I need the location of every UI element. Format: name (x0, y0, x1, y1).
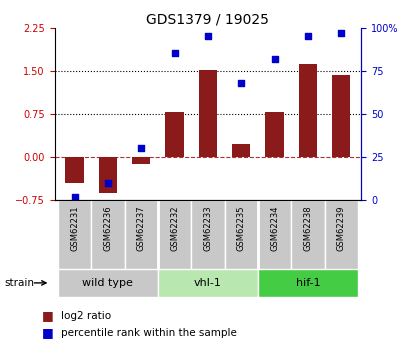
Bar (158, 269, 258, 297)
Text: vhl-1: vhl-1 (194, 278, 222, 288)
Point (171, 51, 178, 56)
Text: ■: ■ (42, 309, 54, 322)
Text: ■: ■ (42, 326, 54, 339)
Bar (299, 64, 317, 157)
Text: GSM62232: GSM62232 (170, 206, 179, 251)
Bar (232, 144, 250, 157)
Point (304, 33, 311, 39)
Point (71, 194, 78, 199)
Text: log2 ratio: log2 ratio (61, 311, 111, 321)
Point (138, 146, 144, 151)
Bar (58, 200, 91, 269)
Text: GSM62234: GSM62234 (270, 206, 279, 251)
Bar (158, 200, 191, 269)
Bar (58, 269, 158, 297)
Bar (258, 200, 291, 269)
Bar (332, 75, 350, 157)
Point (238, 80, 244, 86)
Bar (132, 157, 150, 164)
Bar (165, 112, 184, 157)
Bar (265, 112, 284, 157)
Bar (291, 200, 325, 269)
Point (105, 180, 111, 186)
Text: GSM62239: GSM62239 (337, 206, 346, 251)
Point (338, 30, 344, 36)
Bar (225, 200, 258, 269)
Text: GSM62233: GSM62233 (203, 206, 213, 251)
Bar (125, 200, 158, 269)
Bar (99, 157, 117, 193)
Bar (258, 269, 358, 297)
Bar (199, 70, 217, 157)
Bar (191, 200, 225, 269)
Bar (66, 157, 84, 183)
Text: GSM62238: GSM62238 (303, 206, 312, 251)
Point (271, 56, 278, 61)
Bar (325, 200, 358, 269)
Point (205, 33, 211, 39)
Text: GSM62231: GSM62231 (70, 206, 79, 251)
Text: hif-1: hif-1 (296, 278, 320, 288)
Title: GDS1379 / 19025: GDS1379 / 19025 (147, 12, 269, 27)
Text: percentile rank within the sample: percentile rank within the sample (61, 328, 237, 338)
Text: GSM62237: GSM62237 (137, 206, 146, 251)
Text: GSM62235: GSM62235 (237, 206, 246, 251)
Text: strain: strain (4, 278, 34, 288)
Text: GSM62236: GSM62236 (103, 206, 113, 251)
Text: wild type: wild type (82, 278, 134, 288)
Bar (91, 200, 125, 269)
